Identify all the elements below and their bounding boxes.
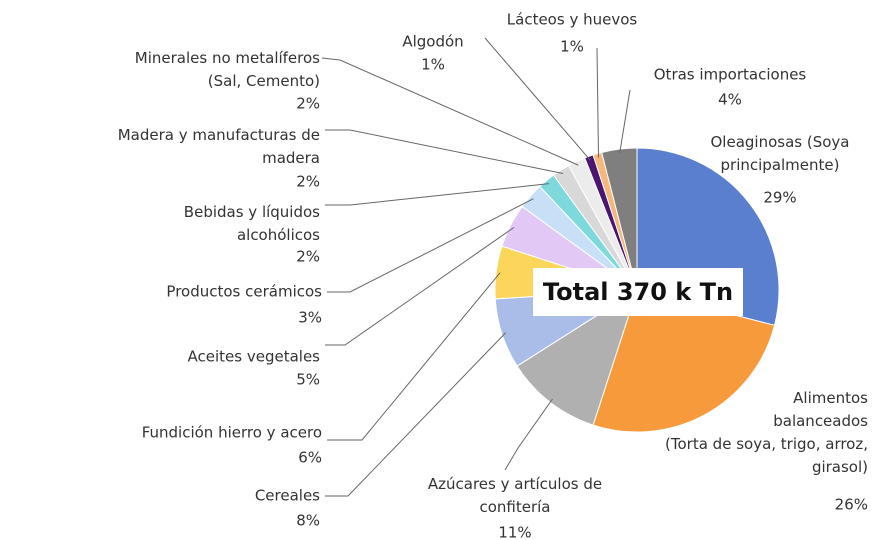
slice-label: Madera y manufacturas de madera xyxy=(118,126,320,167)
slice-label: Lácteos y huevos xyxy=(507,11,638,29)
slice-label: Otras importaciones xyxy=(654,66,807,84)
slice-label: Azúcares y artículos de confitería xyxy=(428,475,602,516)
slice-label: Cereales xyxy=(255,487,320,505)
leader-line xyxy=(325,226,515,346)
value-label: 2% xyxy=(296,95,320,113)
slice-label: Aceites vegetales xyxy=(188,348,321,366)
value-label: 5% xyxy=(296,371,320,389)
slice-label: Fundición hierro y acero xyxy=(142,424,322,442)
value-label: 1% xyxy=(421,56,445,74)
value-label: 2% xyxy=(296,173,320,191)
leader-line xyxy=(325,332,507,497)
leader-line xyxy=(327,198,534,293)
leader-line xyxy=(327,272,501,441)
leader-line xyxy=(484,37,591,161)
pie-slice xyxy=(601,147,638,291)
annotation: Total 370 k Tn xyxy=(543,278,733,306)
slice-label: Minerales no metalíferos (Sal, Cemento) xyxy=(135,49,320,90)
value-label: 29% xyxy=(763,189,796,207)
leader-line xyxy=(504,398,553,471)
slice-label: Bebidas y líquidos alcohólicos xyxy=(184,203,320,244)
value-label: 26% xyxy=(835,496,868,514)
slice-label: Alimentos balanceados (Torta de soya, trig… xyxy=(665,389,868,476)
value-label: 6% xyxy=(298,449,322,467)
value-label: 8% xyxy=(296,512,320,530)
leader-line xyxy=(596,47,599,158)
leader-line xyxy=(325,129,564,174)
leader-line xyxy=(325,183,550,206)
slice-label: Oleaginosas (Soya principalmente) xyxy=(711,133,850,174)
annotation-box xyxy=(533,268,743,316)
value-label: 3% xyxy=(298,309,322,327)
value-label: 4% xyxy=(718,91,742,109)
pie-slice xyxy=(592,289,776,433)
leader-line xyxy=(619,89,631,154)
slice-label: Productos cerámicos xyxy=(166,283,322,301)
value-label: 11% xyxy=(498,524,531,540)
leader-line xyxy=(321,57,579,166)
slice-label: Algodón xyxy=(402,33,463,51)
value-label: 1% xyxy=(560,38,584,56)
value-label: 2% xyxy=(296,248,320,266)
